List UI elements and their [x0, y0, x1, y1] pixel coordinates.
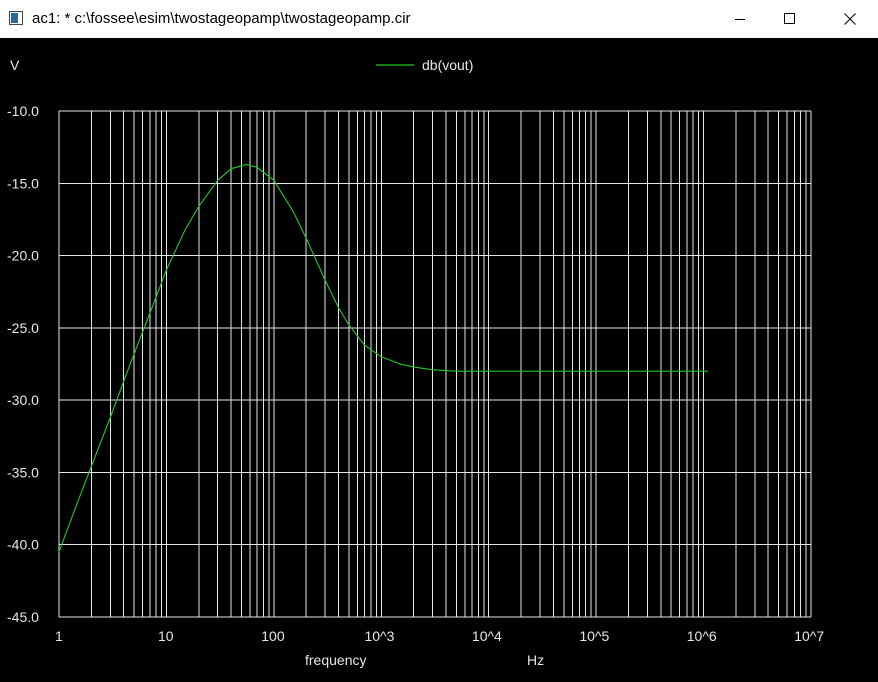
x-tick-label: 10 [158, 628, 174, 644]
close-button[interactable] [827, 0, 873, 38]
app-window-icon [9, 11, 23, 25]
x-tick-label: 10^6 [687, 628, 717, 644]
x-tick-label: 10^4 [472, 628, 502, 644]
x-axis-unit-label: Hz [527, 652, 544, 668]
y-axis-unit-label: V [10, 57, 20, 73]
x-tick-label: 10^7 [794, 628, 824, 644]
x-tick-label: 1 [55, 628, 63, 644]
grid [58, 110, 812, 618]
minimize-button[interactable] [717, 0, 763, 38]
y-tick-label: -10.0 [7, 103, 39, 119]
x-tick-label: 100 [261, 628, 285, 644]
legend: db(vout) [376, 57, 473, 73]
title-bar: ac1: * c:\fossee\esim\twostageopamp\twos… [0, 0, 878, 38]
x-tick-labels: 1 10 100 10^3 10^4 10^5 10^6 10^7 [55, 628, 824, 644]
maximize-icon [784, 13, 795, 24]
plot-canvas[interactable]: V db(vout) -10.0 -15.0 -20.0 -25.0 -30.0 -35.… [0, 38, 878, 682]
y-tick-labels: -10.0 -15.0 -20.0 -25.0 -30.0 -35.0 -40.0 -45.0 [7, 103, 39, 625]
legend-label: db(vout) [422, 57, 473, 73]
y-tick-label: -15.0 [7, 175, 39, 191]
trace-db-vout [58, 163, 708, 553]
y-tick-label: -30.0 [7, 392, 39, 408]
close-icon [844, 13, 856, 25]
x-tick-label: 10^5 [579, 628, 609, 644]
x-axis-label: frequency [305, 652, 366, 668]
maximize-button[interactable] [767, 0, 813, 38]
y-tick-label: -40.0 [7, 537, 39, 553]
window-title: ac1: * c:\fossee\esim\twostageopamp\twos… [32, 10, 411, 27]
y-tick-label: -35.0 [7, 464, 39, 480]
plot-window[interactable]: V db(vout) -10.0 -15.0 -20.0 -25.0 -30.0 -35.… [0, 38, 878, 682]
y-tick-label: -20.0 [7, 248, 39, 264]
y-tick-label: -45.0 [7, 609, 39, 625]
minimize-icon [735, 19, 745, 20]
x-tick-label: 10^3 [364, 628, 394, 644]
y-tick-label: -25.0 [7, 320, 39, 336]
